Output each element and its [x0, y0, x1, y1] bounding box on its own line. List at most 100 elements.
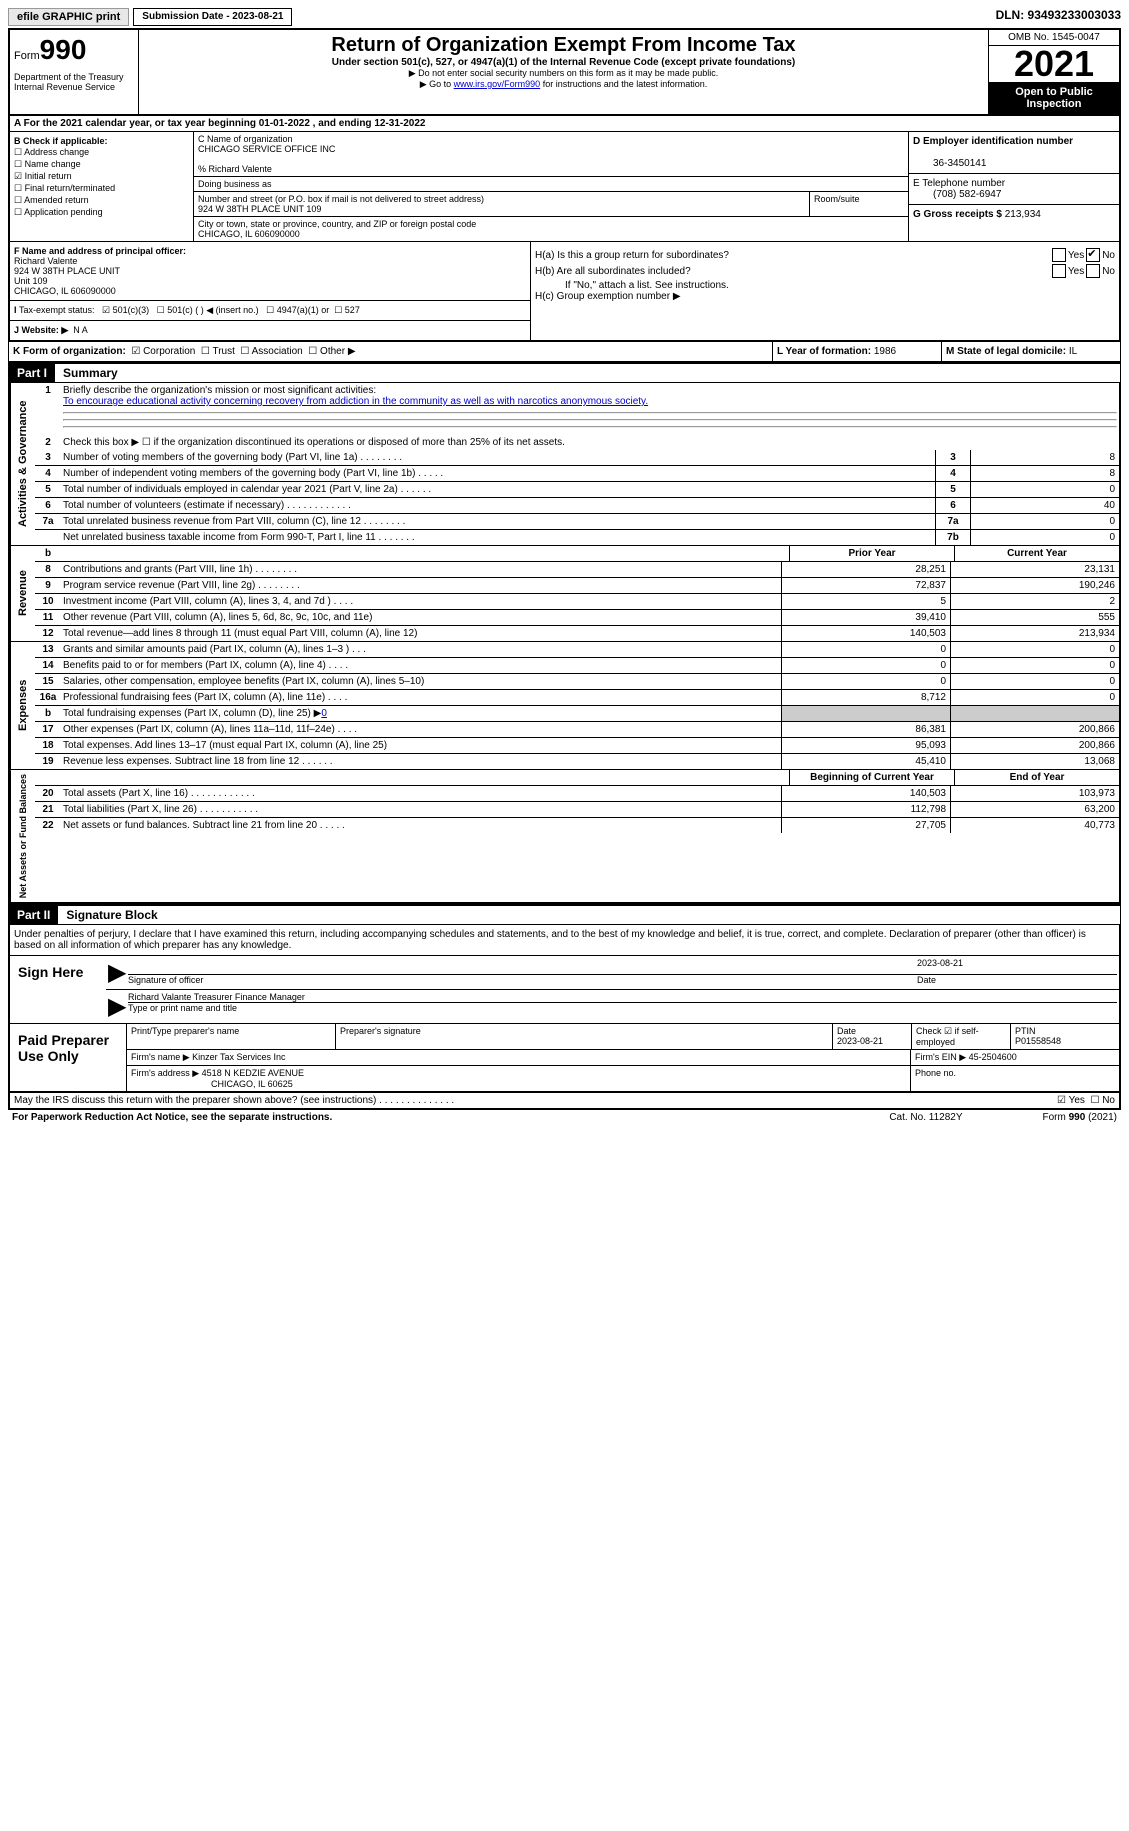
line11-current: 555 [950, 610, 1119, 625]
officer-name-title: Richard Valante Treasurer Finance Manage… [128, 992, 1117, 1003]
footer-row: For Paperwork Reduction Act Notice, see … [8, 1110, 1121, 1125]
line18-current: 200,866 [950, 738, 1119, 753]
line12-current: 213,934 [950, 626, 1119, 641]
ha-no[interactable] [1086, 248, 1100, 262]
firm-phone-label: Phone no. [911, 1066, 1119, 1091]
declaration-text: Under penalties of perjury, I declare th… [8, 925, 1121, 956]
begin-year-header: Beginning of Current Year [789, 770, 954, 785]
line19-prior: 45,410 [781, 754, 950, 769]
line16a-prior: 8,712 [781, 690, 950, 705]
line21-begin: 112,798 [781, 802, 950, 817]
line7b: Net unrelated business taxable income fr… [61, 530, 935, 545]
line19-current: 13,068 [950, 754, 1119, 769]
officer-name: Richard Valente [14, 256, 77, 266]
firm-addr1: 4518 N KEDZIE AVENUE [202, 1068, 304, 1078]
form-title: Return of Organization Exempt From Incom… [143, 34, 984, 57]
line10-prior: 5 [781, 594, 950, 609]
line17: Other expenses (Part IX, column (A), lin… [61, 722, 781, 737]
line20: Total assets (Part X, line 16) . . . . .… [61, 786, 781, 801]
check-final-return[interactable]: ☐ Final return/terminated [14, 183, 189, 194]
line14: Benefits paid to or for members (Part IX… [61, 658, 781, 673]
sign-date: 2023-08-21 [917, 958, 1117, 975]
form-subtitle: Under section 501(c), 527, or 4947(a)(1)… [143, 57, 984, 68]
line20-begin: 140,503 [781, 786, 950, 801]
cat-no: Cat. No. 11282Y [889, 1112, 962, 1123]
prep-date: 2023-08-21 [837, 1036, 883, 1046]
paid-preparer-label: Paid Preparer Use Only [10, 1024, 127, 1091]
line10: Investment income (Part VIII, column (A)… [61, 594, 781, 609]
form-ref: Form 990 (2021) [1043, 1112, 1117, 1123]
side-label-revenue: Revenue [10, 546, 35, 641]
irs-link[interactable]: www.irs.gov/Form990 [454, 79, 541, 89]
line8-current: 23,131 [950, 562, 1119, 577]
line22-end: 40,773 [950, 818, 1119, 833]
sign-here-block: Sign Here ▶ Signature of officer 2023-08… [8, 956, 1121, 1024]
current-year-header: Current Year [954, 546, 1119, 561]
hb-yes[interactable] [1052, 264, 1066, 278]
b-label: B Check if applicable: [14, 136, 108, 146]
check-initial-return[interactable]: ☑ Initial return [14, 171, 189, 182]
line2: Check this box ▶ ☐ if the organization d… [61, 435, 1119, 450]
line4-val: 8 [970, 466, 1119, 481]
form-label: Form [14, 50, 40, 62]
sig-label: Signature of officer [128, 975, 203, 985]
part1-header: Part I Summary [8, 362, 1121, 383]
form-note2: ▶ Go to www.irs.gov/Form990 for instruct… [143, 79, 984, 90]
firm-ein: 45-2504600 [969, 1052, 1017, 1062]
line8-prior: 28,251 [781, 562, 950, 577]
ha-yes[interactable] [1052, 248, 1066, 262]
line5: Total number of individuals employed in … [61, 482, 935, 497]
officer-addr3: CHICAGO, IL 606090000 [14, 286, 116, 296]
officer-addr1: 924 W 38TH PLACE UNIT [14, 266, 120, 276]
check-name-change[interactable]: ☐ Name change [14, 159, 189, 170]
check-address-change[interactable]: ☐ Address change [14, 147, 189, 158]
line18: Total expenses. Add lines 13–17 (must eq… [61, 738, 781, 753]
dba-label: Doing business as [194, 177, 908, 192]
ha-label: H(a) Is this a group return for subordin… [535, 250, 1050, 261]
phone-label: E Telephone number [913, 178, 1005, 189]
line16b: Total fundraising expenses (Part IX, col… [61, 706, 781, 721]
line15: Salaries, other compensation, employee b… [61, 674, 781, 689]
street-label: Number and street (or P.O. box if mail i… [198, 194, 484, 204]
line1-label: Briefly describe the organization's miss… [63, 385, 376, 396]
line7b-val: 0 [970, 530, 1119, 545]
line7a-val: 0 [970, 514, 1119, 529]
line21-end: 63,200 [950, 802, 1119, 817]
line6: Total number of volunteers (estimate if … [61, 498, 935, 513]
room-label: Room/suite [810, 192, 908, 217]
line1-mission[interactable]: To encourage educational activity concer… [63, 396, 648, 407]
care-of: % Richard Valente [198, 164, 272, 174]
line4: Number of independent voting members of … [61, 466, 935, 481]
check-pending[interactable]: ☐ Application pending [14, 207, 189, 218]
submission-date: Submission Date - 2023-08-21 [133, 8, 292, 26]
check-self-employed[interactable]: Check ☑ if self-employed [912, 1024, 1011, 1049]
inspection-notice: Open to Public Inspection [989, 82, 1119, 114]
line3: Number of voting members of the governin… [61, 450, 935, 465]
line16a-current: 0 [950, 690, 1119, 705]
line13-prior: 0 [781, 642, 950, 657]
efile-button[interactable]: efile GRAPHIC print [8, 8, 129, 26]
side-label-expenses: Expenses [10, 642, 35, 769]
check-amended[interactable]: ☐ Amended return [14, 195, 189, 206]
name-label: Type or print name and title [128, 1003, 237, 1013]
prep-name-label: Print/Type preparer's name [127, 1024, 336, 1049]
line3-val: 8 [970, 450, 1119, 465]
officer-addr2: Unit 109 [14, 276, 48, 286]
line7a: Total unrelated business revenue from Pa… [61, 514, 935, 529]
line15-prior: 0 [781, 674, 950, 689]
hb-no[interactable] [1086, 264, 1100, 278]
date-label: Date [917, 975, 936, 985]
line22-begin: 27,705 [781, 818, 950, 833]
sign-here-label: Sign Here [10, 956, 106, 1023]
line16a: Professional fundraising fees (Part IX, … [61, 690, 781, 705]
city: CHICAGO, IL 606090000 [198, 229, 300, 239]
form-number: 990 [40, 34, 87, 65]
revenue-section: Revenue bPrior YearCurrent Year 8Contrib… [8, 546, 1121, 642]
arrow-icon: ▶ [108, 992, 128, 1021]
line14-current: 0 [950, 658, 1119, 673]
firm-addr2: CHICAGO, IL 60625 [131, 1079, 293, 1089]
line6-val: 40 [970, 498, 1119, 513]
line9-prior: 72,837 [781, 578, 950, 593]
line11-prior: 39,410 [781, 610, 950, 625]
line20-end: 103,973 [950, 786, 1119, 801]
